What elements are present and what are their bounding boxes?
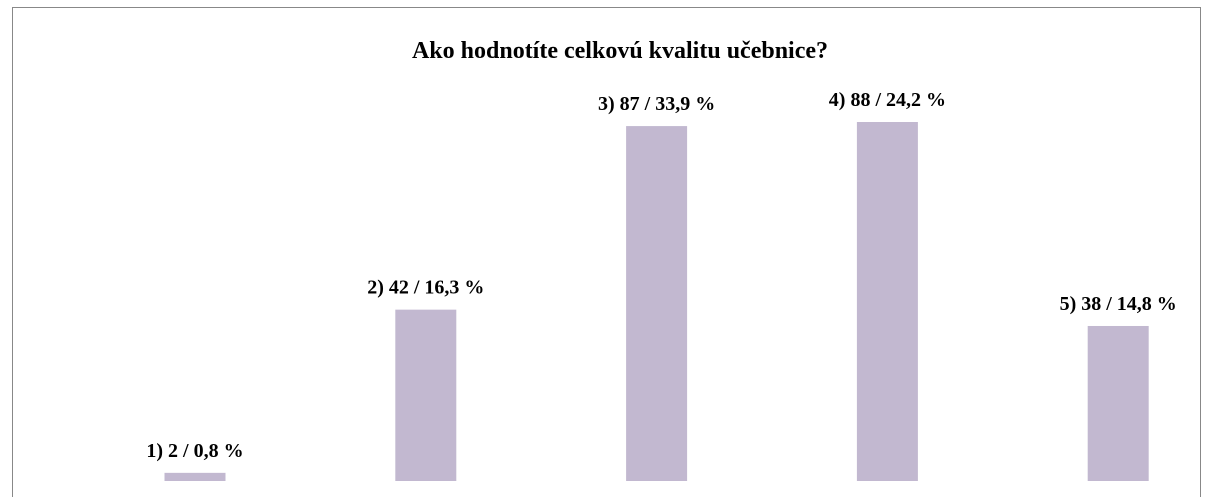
chart-title: Ako hodnotíte celkovú kvalitu učebnice? <box>412 38 828 64</box>
chart-frame <box>12 7 1201 497</box>
data-label: 1) 2 / 0,8 % <box>146 440 243 462</box>
data-label: 5) 38 / 14,8 % <box>1060 293 1177 315</box>
data-label: 3) 87 / 33,9 % <box>598 93 715 115</box>
bar <box>626 126 688 482</box>
bar <box>856 122 918 481</box>
bar <box>395 309 457 481</box>
bar <box>164 472 226 481</box>
bar <box>1087 325 1149 481</box>
data-label: 4) 88 / 24,2 % <box>829 89 946 111</box>
data-label: 2) 42 / 16,3 % <box>367 277 484 299</box>
